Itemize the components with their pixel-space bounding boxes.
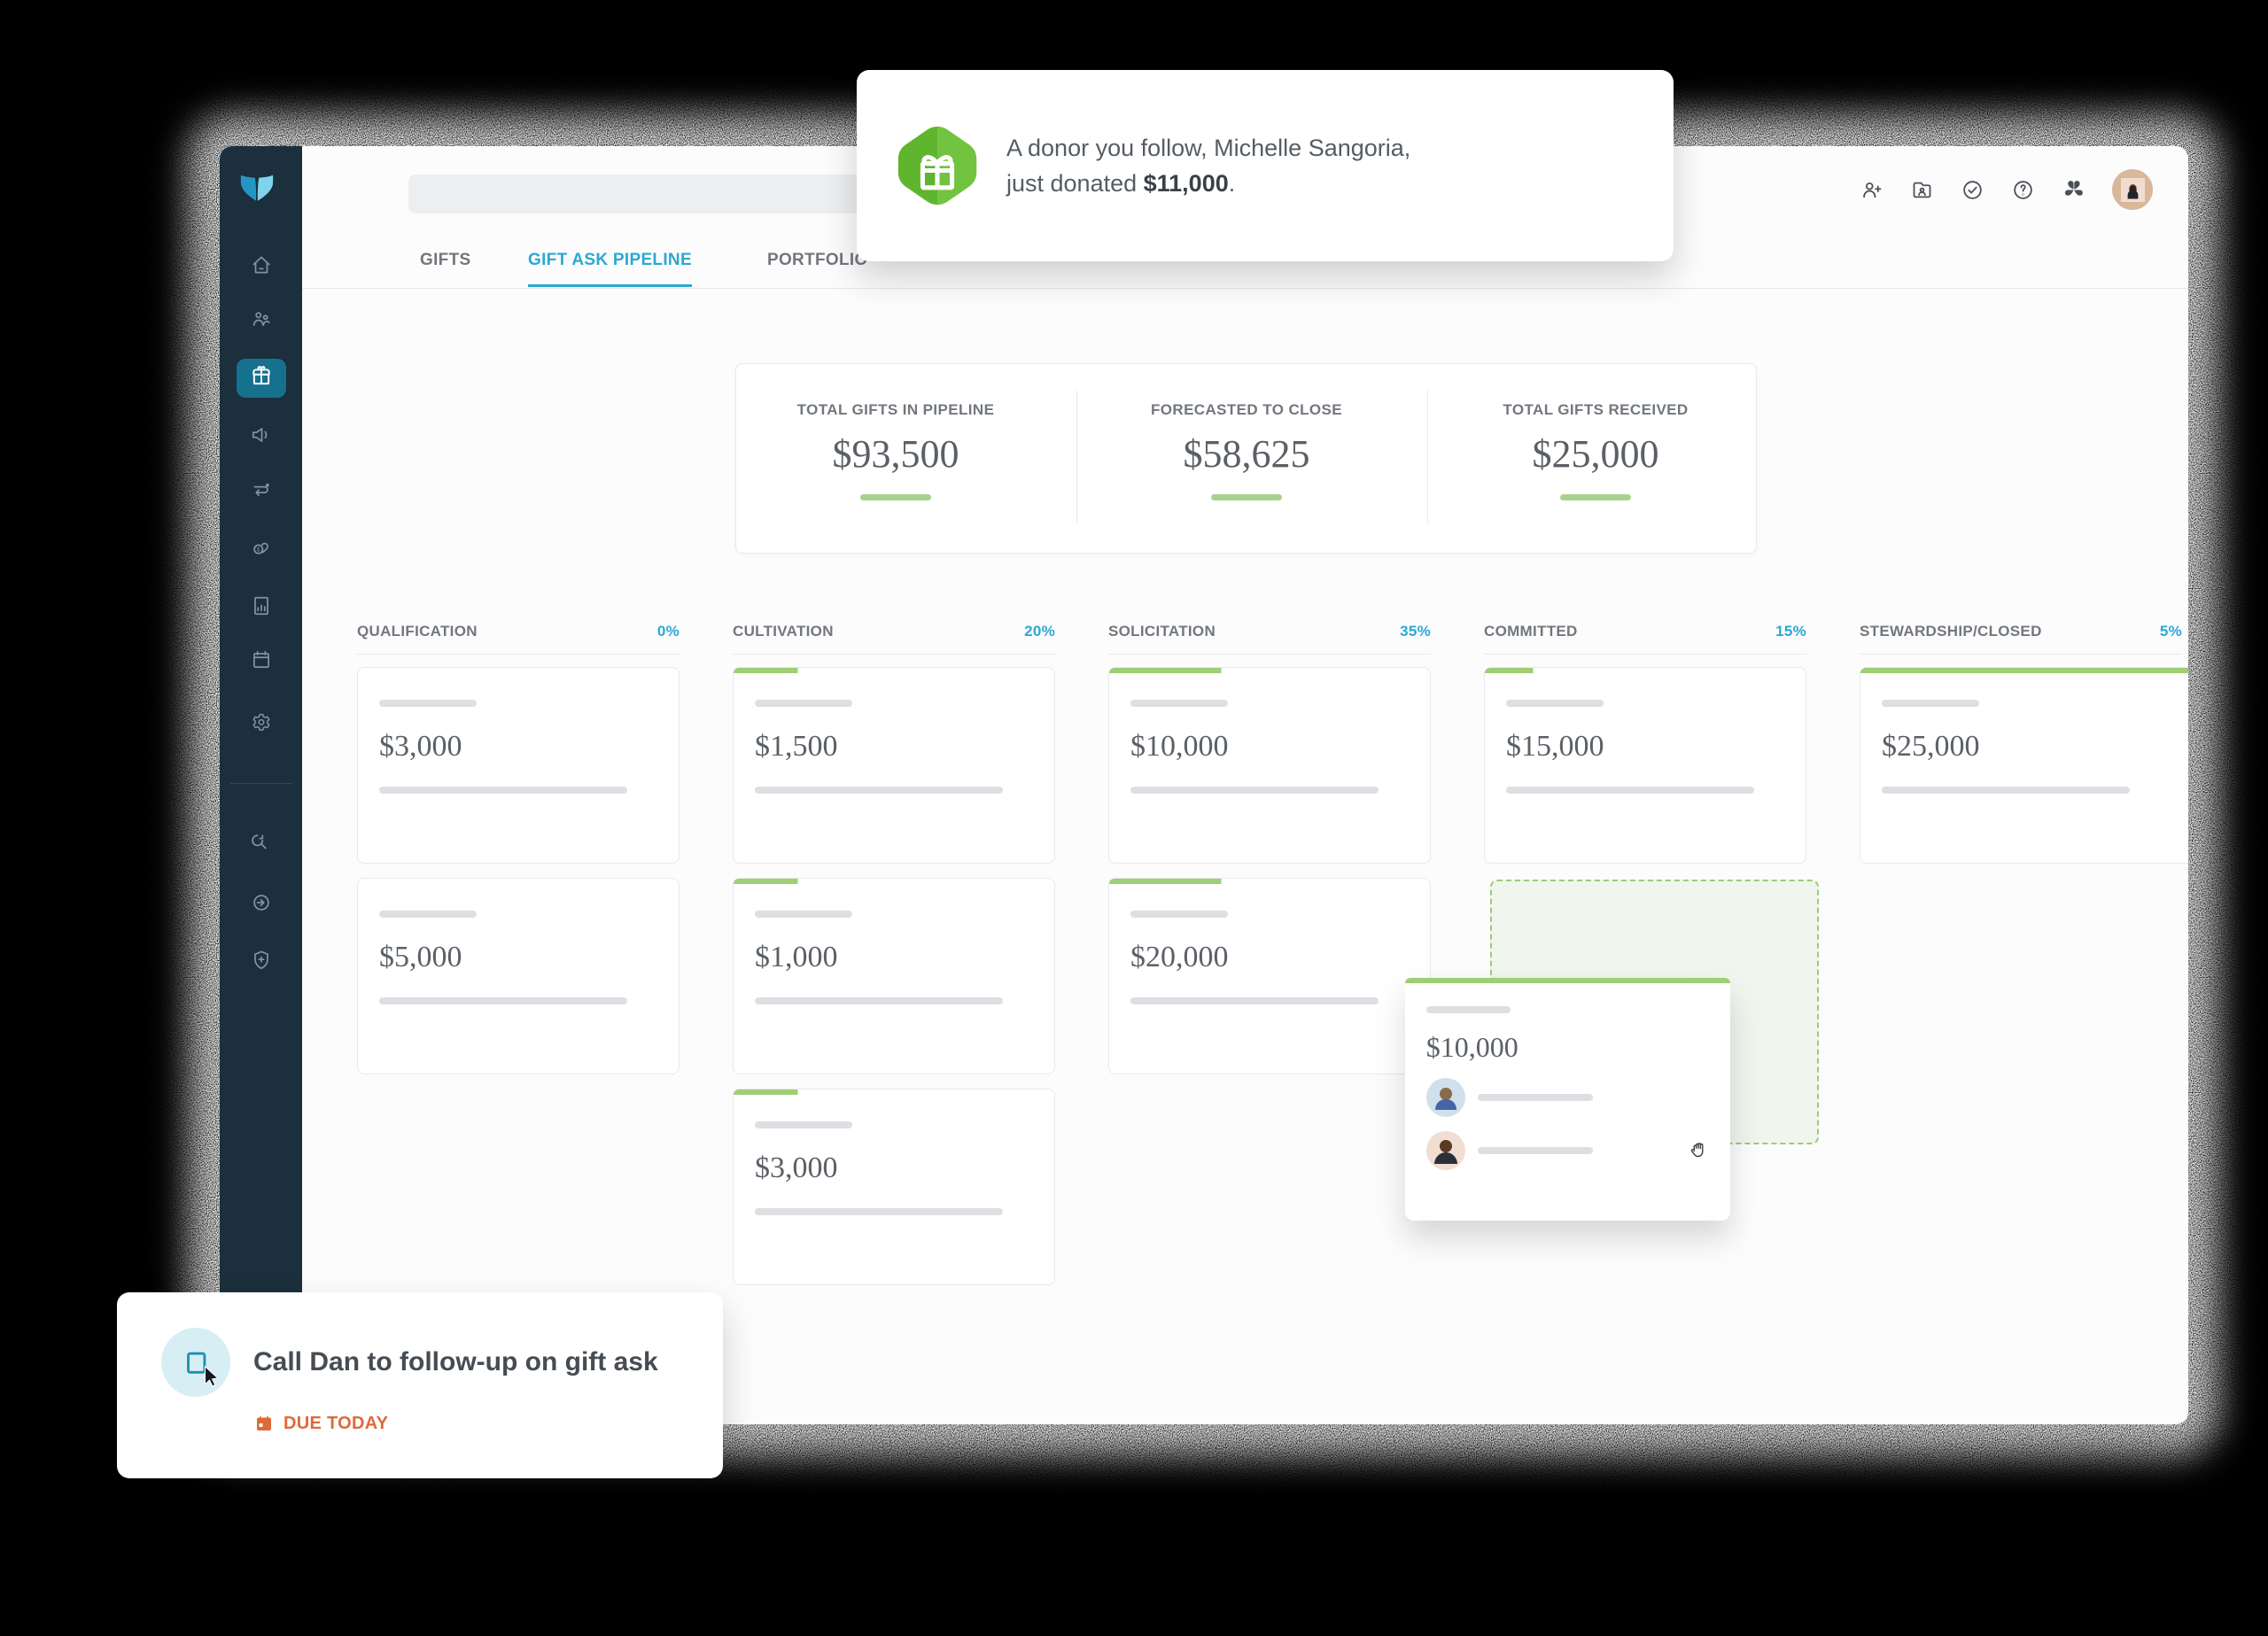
svg-text:$: $ [256, 547, 260, 553]
